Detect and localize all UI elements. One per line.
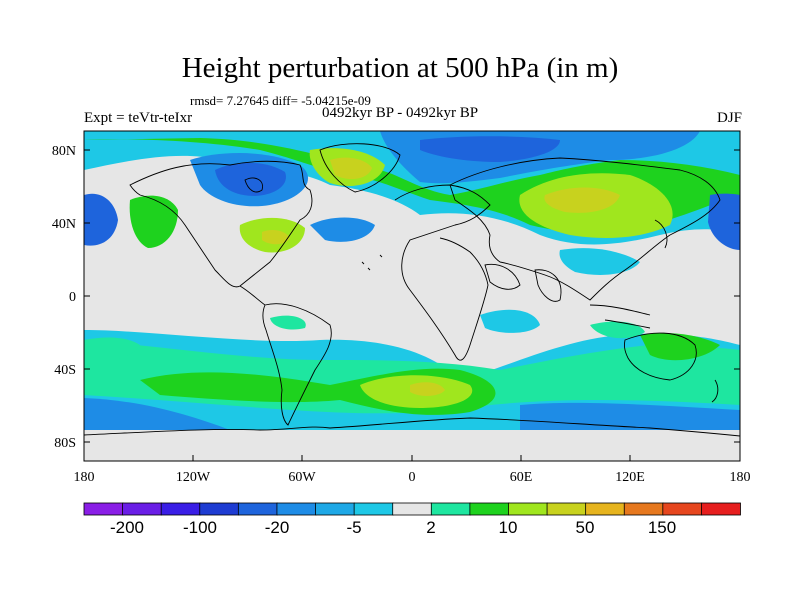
map-title: Height perturbation at 500 hPa (in m) bbox=[181, 52, 619, 84]
stats-label: rmsd= 7.27645 diff= -5.04215e-09 bbox=[190, 93, 371, 108]
colorbar-label: -5 bbox=[346, 518, 361, 537]
colorbar-label: -100 bbox=[183, 518, 217, 537]
contour-fill bbox=[84, 131, 740, 461]
colorbar-label: 2 bbox=[426, 518, 435, 537]
contour-darkblue-canada bbox=[215, 162, 286, 196]
colorbar-swatch bbox=[276, 502, 317, 516]
contour-aqua-eq2 bbox=[270, 315, 306, 330]
colorbar-label: -20 bbox=[265, 518, 290, 537]
colorbar bbox=[83, 502, 741, 516]
y-tick-label: 40N bbox=[52, 217, 76, 232]
contour-green-npacific bbox=[129, 195, 178, 248]
colorbar-label: -200 bbox=[110, 518, 144, 537]
colorbar-label: 50 bbox=[576, 518, 595, 537]
x-tick-label: 60E bbox=[510, 470, 533, 485]
x-tick-label: 60W bbox=[288, 470, 316, 485]
colorbar-swatch bbox=[392, 502, 433, 516]
x-tick-label: 120W bbox=[176, 470, 211, 485]
contour-cyan-mideast bbox=[559, 248, 640, 275]
season-label: DJF bbox=[716, 110, 742, 126]
experiment-label: Expt = teVtr-teIxr bbox=[84, 110, 193, 126]
x-tick-label: 120E bbox=[615, 470, 645, 485]
colorbar-swatch bbox=[353, 502, 394, 516]
y-tick-label: 80N bbox=[52, 144, 76, 159]
coast-north-america bbox=[129, 160, 313, 288]
colorbar-swatch bbox=[83, 502, 124, 516]
colorbar-swatch bbox=[701, 502, 741, 516]
contour-aqua-eq1 bbox=[480, 309, 540, 333]
colorbar-swatch bbox=[430, 502, 471, 516]
contour-blue-pacific-west bbox=[84, 193, 118, 246]
coast-japan bbox=[654, 219, 668, 249]
contour-aqua-southpac bbox=[84, 337, 140, 361]
contour-darkblue-arctic bbox=[420, 136, 560, 162]
coast-new-zealand bbox=[711, 379, 719, 403]
axis-ticks bbox=[83, 149, 741, 461]
x-tick-label: 0 bbox=[409, 470, 416, 485]
coast-europe-africa bbox=[394, 184, 491, 361]
colorbar-swatch bbox=[469, 502, 510, 516]
coast-antarctica bbox=[84, 417, 740, 437]
coast-greenland bbox=[319, 143, 401, 193]
coast-asia bbox=[449, 157, 721, 301]
colorbar-swatch bbox=[237, 502, 278, 516]
coast-india bbox=[534, 269, 562, 302]
coastlines bbox=[84, 143, 740, 437]
coast-hudson-bay bbox=[244, 177, 263, 193]
x-tick-label: 180 bbox=[74, 470, 95, 485]
period-label: 0492kyr BP - 0492kyr BP bbox=[322, 105, 479, 121]
y-axis: 80N 40N 0 40S 80S bbox=[52, 144, 76, 451]
coast-islands-atlantic bbox=[361, 254, 383, 271]
contour-yellow-asia bbox=[544, 187, 620, 213]
colorbar-label: 150 bbox=[648, 518, 676, 537]
contour-blue-south-indian bbox=[520, 402, 740, 435]
colorbar-swatch bbox=[585, 502, 626, 516]
contour-blue-atlantic bbox=[310, 217, 375, 242]
x-tick-label: 180 bbox=[730, 470, 751, 485]
contour-yellow-greenland bbox=[330, 157, 372, 180]
contour-green-southeast bbox=[640, 333, 720, 361]
contour-blue-pacific-east bbox=[708, 193, 740, 250]
coast-australia bbox=[624, 332, 697, 381]
coast-arabia bbox=[484, 263, 521, 290]
contour-yellow-south bbox=[410, 382, 445, 396]
y-tick-label: 0 bbox=[69, 290, 76, 305]
colorbar-swatch bbox=[122, 502, 163, 516]
coast-indonesia bbox=[589, 304, 651, 329]
colorbar-label: 10 bbox=[499, 518, 518, 537]
colorbar-labels: -200 -100 -20 -5 2 10 50 150 bbox=[110, 518, 676, 537]
coast-south-america bbox=[262, 303, 332, 426]
coast-central-america bbox=[239, 285, 266, 306]
y-tick-label: 40S bbox=[54, 363, 76, 378]
colorbar-swatch bbox=[508, 502, 548, 516]
colorbar-swatch bbox=[199, 502, 240, 516]
x-axis: 180 120W 60W 0 60E 120E 180 bbox=[74, 470, 751, 485]
colorbar-swatch bbox=[160, 502, 201, 516]
colorbar-swatch bbox=[315, 502, 356, 516]
colorbar-swatch bbox=[623, 502, 664, 516]
contour-gray-antarctic bbox=[84, 430, 740, 461]
contour-yellow-us bbox=[262, 230, 290, 245]
contour-aqua-eq3 bbox=[590, 321, 645, 339]
colorbar-swatch bbox=[546, 502, 587, 516]
map-plot-area bbox=[83, 130, 741, 462]
contour-blue-south-pacific bbox=[84, 398, 230, 430]
colorbar-swatch bbox=[662, 502, 703, 516]
y-tick-label: 80S bbox=[54, 436, 76, 451]
